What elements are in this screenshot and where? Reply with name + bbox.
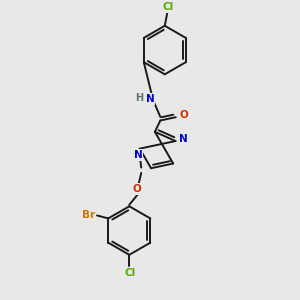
Text: N: N — [146, 94, 154, 104]
Text: N: N — [179, 134, 188, 144]
Text: Cl: Cl — [124, 268, 136, 278]
Text: Br: Br — [82, 210, 96, 220]
Text: O: O — [132, 184, 141, 194]
Text: O: O — [180, 110, 188, 120]
Text: H: H — [135, 93, 143, 103]
Text: N: N — [134, 150, 142, 160]
Text: Cl: Cl — [162, 2, 173, 12]
